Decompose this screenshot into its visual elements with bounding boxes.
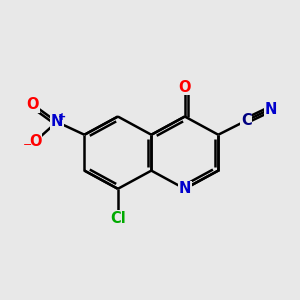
Text: +: +: [58, 112, 66, 122]
Text: O: O: [29, 134, 42, 149]
Text: N: N: [264, 101, 277, 116]
Text: Cl: Cl: [110, 211, 126, 226]
Text: C: C: [241, 113, 252, 128]
Text: −: −: [23, 140, 33, 150]
Text: N: N: [178, 181, 191, 196]
Text: O: O: [178, 80, 191, 94]
Text: N: N: [51, 114, 63, 129]
Text: O: O: [26, 97, 39, 112]
